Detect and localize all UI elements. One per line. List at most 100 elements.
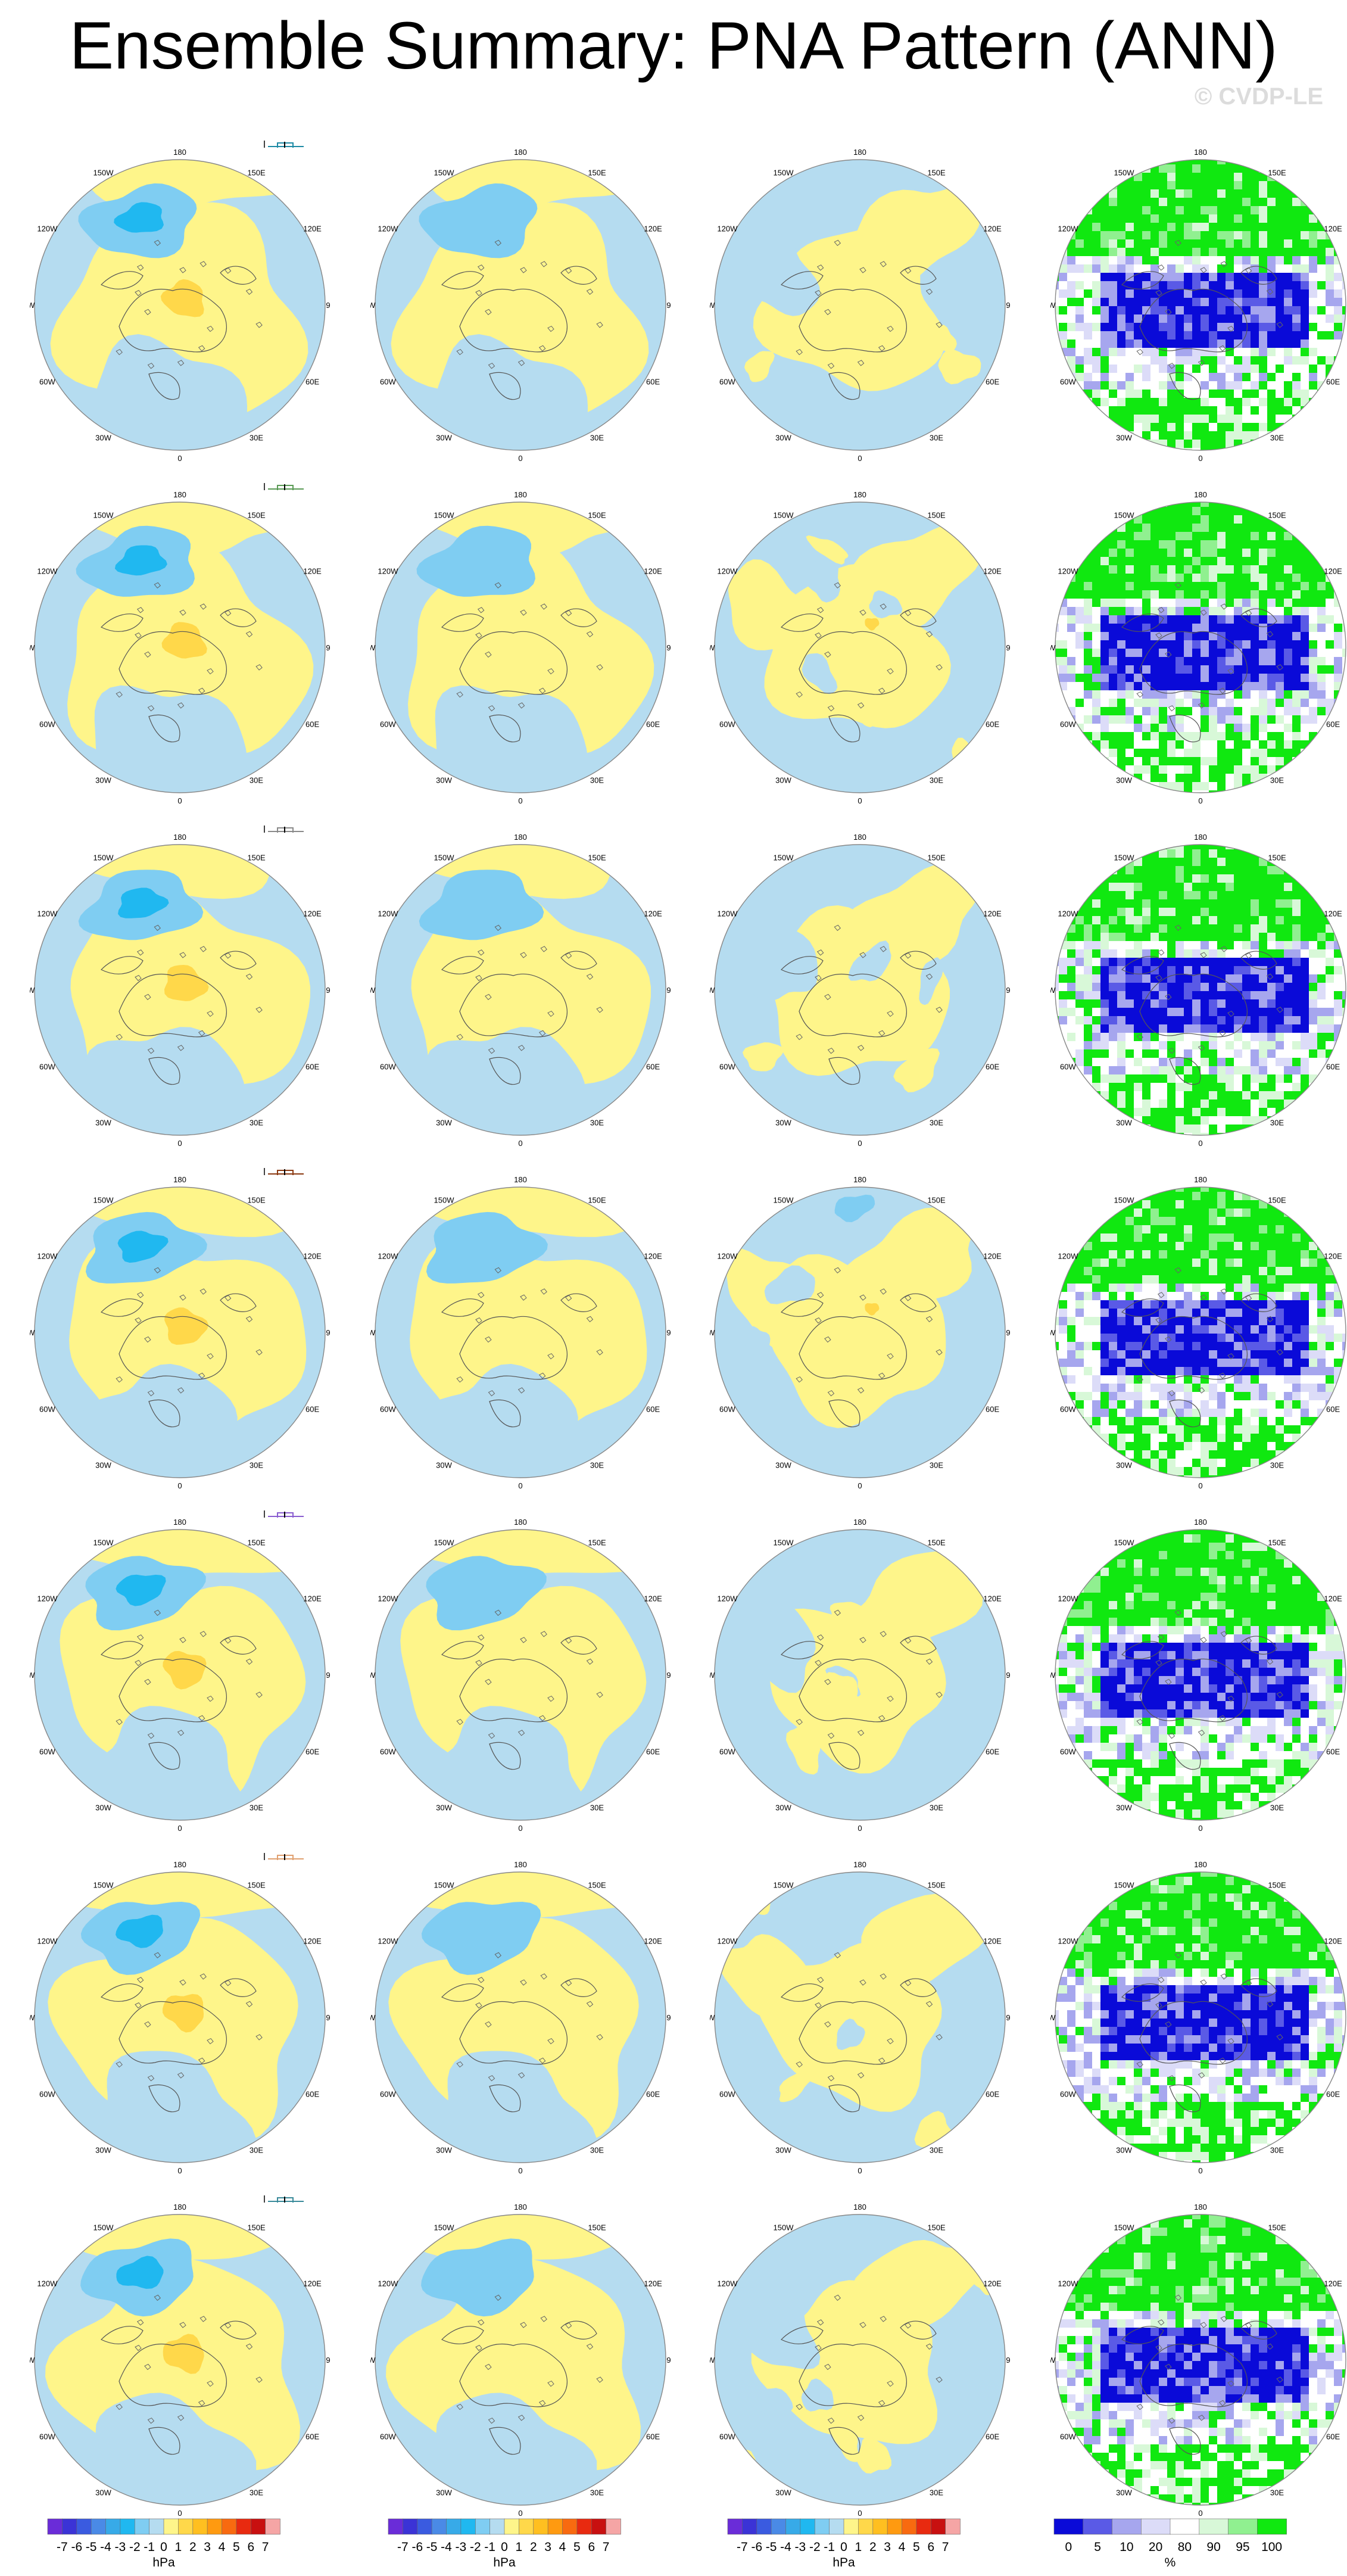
map-lon-label: 60W	[380, 2432, 396, 2441]
map-lon-label: 0	[1198, 2509, 1202, 2517]
map-lon-label: 150E	[588, 853, 606, 862]
panel-diff: 180150E120E90E60E30E030W60W90W120W150W	[692, 809, 1025, 1148]
map-lon-label: 30E	[930, 776, 943, 785]
map-lon-label: 90W	[710, 2356, 715, 2365]
map-lon-label: 150W	[93, 2223, 114, 2232]
map-lon-label: 120W	[37, 567, 58, 576]
polar-map: 180150E120E90E60E30E030W60W90W120W150W	[1050, 490, 1347, 805]
colorbar-tick-label: 3	[204, 2540, 211, 2555]
map-lon-label: 180	[514, 1518, 527, 1527]
polar-map: 180150E120E90E60E30E030W60W90W120W150W	[370, 1175, 671, 1490]
map-lon-label: 180	[173, 2203, 186, 2211]
map-lon-label: 30W	[95, 1119, 111, 1127]
map-lon-label: 180	[514, 833, 527, 842]
map-lon-label: 60E	[986, 1748, 999, 1756]
map-lon-label: 120E	[983, 1594, 1002, 1603]
map-lon-label: 150E	[1268, 168, 1286, 177]
map-lon-label: 60E	[986, 720, 999, 729]
polar-map: 180150E120E90E60E30E030W60W90W120W150W	[710, 2203, 1010, 2517]
map-lon-label: 60E	[986, 1063, 999, 1071]
map-lon-label: 30W	[775, 2488, 791, 2497]
map-lon-label: 120W	[1058, 567, 1078, 576]
colorbar-swatch	[475, 2519, 490, 2534]
polar-map: 180150E120E90E60E30E030W60W90W120W150W	[370, 1518, 671, 1832]
map-lon-label: 120W	[37, 1937, 58, 1946]
map-lon-label: 150W	[434, 168, 455, 177]
colorbar-swatch	[873, 2519, 888, 2534]
map-lon-label: 150W	[1114, 1538, 1135, 1547]
colorbar-tick-label: 7	[603, 2540, 610, 2555]
colorbar-swatch	[591, 2519, 606, 2534]
map-lon-label: 180	[1194, 148, 1207, 157]
map-lon-label: 120E	[644, 1937, 662, 1946]
colorbar-swatch	[388, 2519, 403, 2534]
panel-obs: 180150E120E90E60E30E030W60W90W120W150W	[353, 1494, 686, 1833]
map-lon-label: 30E	[250, 2146, 263, 2155]
colorbar-tick-label: -5	[426, 2540, 438, 2555]
map-lon-label: 90W	[710, 1671, 715, 1680]
panel-obs: 180150E120E90E60E30E030W60W90W120W150W	[353, 1151, 686, 1491]
panel-diff: 180150E120E90E60E30E030W60W90W120W150W	[692, 1836, 1025, 2176]
colorbar-swatch	[1257, 2519, 1286, 2534]
map-lon-label: 120W	[1058, 225, 1078, 233]
map-lon-label: 120W	[378, 2279, 398, 2288]
colorbar-tick-label: 5	[573, 2540, 581, 2555]
map-lon-label: 30W	[436, 1461, 452, 1470]
map-lon-label: 120E	[303, 1252, 322, 1261]
map-lon-label: 30E	[930, 2488, 943, 2497]
map-lon-label: 150W	[434, 1880, 455, 1889]
polar-map: 180150E120E90E60E30E030W60W90W120W150W	[30, 1518, 330, 1832]
map-lon-label: 150E	[1268, 853, 1286, 862]
map-lon-label: 90W	[1050, 2356, 1056, 2365]
panel-model: 180150E120E90E60E30E030W60W90W120W150W	[12, 809, 345, 1148]
panel-model: 180150E120E90E60E30E030W60W90W120W150W	[12, 124, 345, 463]
map-lon-label: 150E	[1268, 510, 1286, 519]
map-lon-label: 120W	[37, 2279, 58, 2288]
colorbar-swatch	[786, 2519, 801, 2534]
colorbar-swatches	[376, 2516, 632, 2537]
map-lon-label: 150W	[93, 853, 114, 862]
map-lon-label: 90W	[30, 643, 35, 652]
map-lon-label: 60W	[719, 1748, 735, 1756]
colorbar-swatches	[36, 2516, 292, 2537]
map-lon-label: 120W	[717, 909, 738, 918]
map-lon-label: 90W	[30, 1328, 35, 1337]
map-lon-label: 30E	[1270, 434, 1284, 443]
map-lon-label: 90W	[30, 986, 35, 995]
map-lon-label: 30E	[930, 1461, 943, 1470]
map-lon-label: 90E	[666, 301, 671, 310]
colorbar-swatch	[946, 2519, 961, 2534]
map-lon-label: 90E	[666, 2356, 671, 2365]
polar-map: 180150E120E90E60E30E030W60W90W120W150W	[1050, 2203, 1347, 2517]
colorbar-tick-label: -4	[100, 2540, 111, 2555]
map-lon-label: 150W	[1114, 168, 1135, 177]
colorbar-tick-label: -4	[441, 2540, 452, 2555]
map-lon-label: 90W	[30, 301, 35, 310]
colorbar-swatch	[844, 2519, 859, 2534]
map-lon-label: 30E	[930, 1803, 943, 1812]
map-lon-label: 60E	[646, 2432, 660, 2441]
map-lon-label: 150W	[434, 1195, 455, 1204]
colorbar-swatch	[577, 2519, 592, 2534]
map-lon-label: 0	[1198, 1139, 1202, 1147]
polar-map: 180150E120E90E60E30E030W60W90W120W150W	[1050, 148, 1347, 462]
colorbar-swatch	[504, 2519, 519, 2534]
map-lon-label: 60W	[380, 1063, 396, 1071]
map-lon-label: 60W	[1060, 1405, 1076, 1414]
map-lon-label: 30E	[930, 1119, 943, 1127]
colorbar-tick-label: 2	[189, 2540, 197, 2555]
map-lon-label: 180	[173, 490, 186, 499]
colorbar-swatch	[490, 2519, 505, 2534]
colorbar-swatch	[222, 2519, 237, 2534]
map-lon-label: 30E	[590, 2488, 604, 2497]
colorbar-swatch	[91, 2519, 106, 2534]
colorbar-swatch	[193, 2519, 208, 2534]
colorbar-swatch	[417, 2519, 432, 2534]
map-lon-label: 30W	[775, 2146, 791, 2155]
polar-map: 180150E120E90E60E30E030W60W90W120W150W	[1050, 1518, 1347, 1832]
colorbar-tick-label: -1	[824, 2540, 835, 2555]
map-lon-label: 150E	[247, 1880, 266, 1889]
panel-diff: 180150E120E90E60E30E030W60W90W120W150W	[692, 1151, 1025, 1491]
